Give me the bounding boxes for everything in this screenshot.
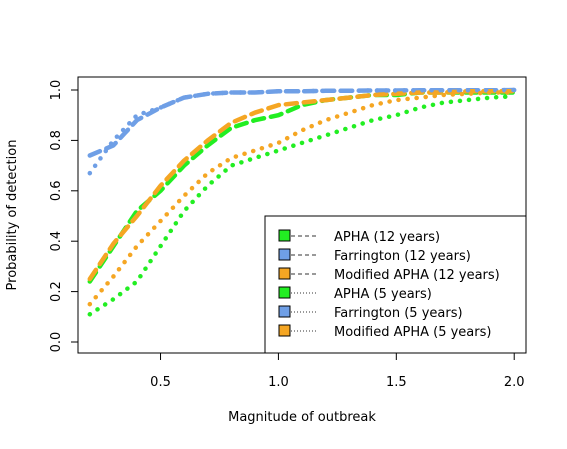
series-line-2 [87, 89, 517, 282]
legend-label: Modified APHA (5 years) [334, 325, 491, 340]
legend-label: Farrington (5 years) [334, 306, 463, 321]
x-tick-label: 1.0 [268, 375, 289, 390]
legend-box [264, 215, 527, 354]
legend-swatch [278, 267, 291, 280]
x-tick-label: 1.5 [386, 375, 407, 390]
x-tick-label: 2.0 [504, 375, 525, 390]
y-axis-title: Probability of detection [5, 140, 20, 291]
legend-swatch [278, 305, 291, 318]
legend-label: Modified APHA (12 years) [334, 268, 500, 283]
legend-swatch [278, 324, 291, 337]
series-line-4 [87, 87, 517, 176]
y-tick-label: 1.0 [49, 80, 64, 101]
y-tick-label: 0.0 [49, 332, 64, 353]
legend-swatch [278, 248, 291, 261]
y-tick-label: 0.6 [49, 180, 64, 201]
series-line-3 [87, 94, 517, 317]
legend-swatch [278, 229, 291, 242]
legend-swatch [278, 286, 291, 299]
series-line-1 [87, 87, 517, 158]
legend-label: Farrington (12 years) [334, 249, 471, 264]
x-axis-title: Magnitude of outbreak [228, 410, 376, 425]
y-axis: 0.0 0.2 0.4 0.6 0.8 1.0 [49, 80, 79, 353]
legend-label: APHA (12 years) [334, 230, 440, 245]
x-tick-label: 0.5 [150, 375, 171, 390]
y-tick-label: 0.4 [49, 231, 64, 252]
legend: APHA (12 years) Farrington (12 years) Modi… [264, 215, 527, 354]
y-tick-label: 0.2 [49, 281, 64, 302]
series-line-0 [87, 90, 517, 284]
series-layer [87, 87, 517, 317]
legend-label: APHA (5 years) [334, 287, 432, 302]
y-tick-label: 0.8 [49, 130, 64, 151]
series-line-5 [87, 90, 517, 307]
